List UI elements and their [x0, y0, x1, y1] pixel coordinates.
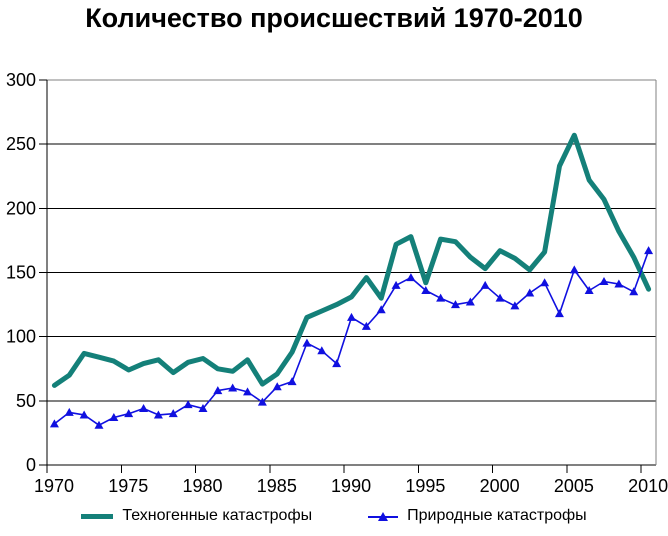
triangle-marker	[450, 300, 460, 309]
x-tick-label: 1970	[34, 476, 74, 496]
triangle-marker	[584, 285, 594, 294]
triangle-marker	[347, 312, 356, 321]
triangle-marker	[644, 246, 654, 255]
triangle-marker	[361, 321, 371, 330]
triangle-marker	[257, 397, 267, 406]
y-tick-label: 150	[6, 263, 36, 283]
x-tick-label: 1995	[405, 476, 445, 496]
triangle-marker	[198, 404, 208, 413]
triangle-marker	[406, 273, 416, 282]
triangle-marker	[629, 287, 639, 296]
x-tick-label: 1990	[331, 476, 371, 496]
triangle-marker	[436, 293, 446, 302]
x-tick-label: 2000	[480, 476, 520, 496]
y-tick-label: 300	[6, 70, 36, 90]
triangle-marker	[614, 279, 624, 288]
y-tick-label: 250	[6, 134, 36, 154]
x-tick-label: 2005	[554, 476, 594, 496]
chart-title: Количество происшествий 1970-2010	[85, 3, 583, 33]
triangle-marker	[243, 387, 253, 396]
x-tick-label: 1975	[108, 476, 148, 496]
triangle-marker	[49, 419, 59, 428]
triangle-marker	[480, 280, 490, 289]
legend-label: Техногенные катастрофы	[122, 507, 313, 524]
triangle-marker	[153, 410, 163, 419]
triangle-marker	[124, 409, 134, 418]
triangle-marker	[599, 276, 609, 285]
triangle-marker	[213, 386, 223, 395]
triangle-marker	[64, 407, 74, 416]
legend-marker-triangle-icon	[378, 511, 389, 521]
triangle-marker	[376, 305, 386, 314]
triangle-marker	[391, 280, 401, 289]
triangle-marker	[109, 413, 119, 422]
triangle-marker	[332, 359, 342, 368]
triangle-marker	[139, 404, 149, 413]
legend: Техногенные катастрофы Природные катастро…	[0, 507, 668, 525]
triangle-marker	[94, 420, 104, 429]
x-tick-label: 1980	[183, 476, 223, 496]
triangle-marker	[272, 382, 282, 391]
series-nature-line	[53, 249, 650, 427]
triangle-marker	[302, 338, 312, 347]
triangle-marker	[421, 285, 431, 294]
legend-item-tech: Техногенные катастрофы	[81, 507, 312, 525]
legend-item-nature: Природные катастрофы	[368, 507, 587, 525]
triangle-marker	[495, 293, 505, 302]
triangle-marker	[317, 346, 327, 355]
triangle-marker	[183, 400, 193, 409]
triangle-marker	[228, 383, 238, 392]
triangle-marker	[79, 410, 89, 419]
triangle-marker	[554, 309, 564, 318]
triangle-marker	[540, 278, 550, 287]
triangle-marker	[465, 297, 475, 306]
legend-label: Природные катастрофы	[407, 507, 587, 524]
series-tech-line	[51, 132, 652, 388]
x-tick-label: 2010	[628, 476, 668, 496]
y-tick-label: 200	[6, 198, 36, 218]
triangle-marker	[168, 409, 178, 418]
triangle-marker	[287, 377, 297, 386]
triangle-marker	[525, 288, 535, 297]
triangle-marker	[569, 265, 579, 274]
legend-line-swatch	[81, 513, 114, 519]
triangle-marker	[510, 301, 520, 310]
legend-triangle-swatch	[368, 511, 399, 522]
y-tick-label: 50	[16, 391, 36, 411]
x-tick-label: 1985	[257, 476, 297, 496]
y-tick-label: 100	[6, 327, 36, 347]
y-tick-label: 0	[26, 455, 36, 475]
